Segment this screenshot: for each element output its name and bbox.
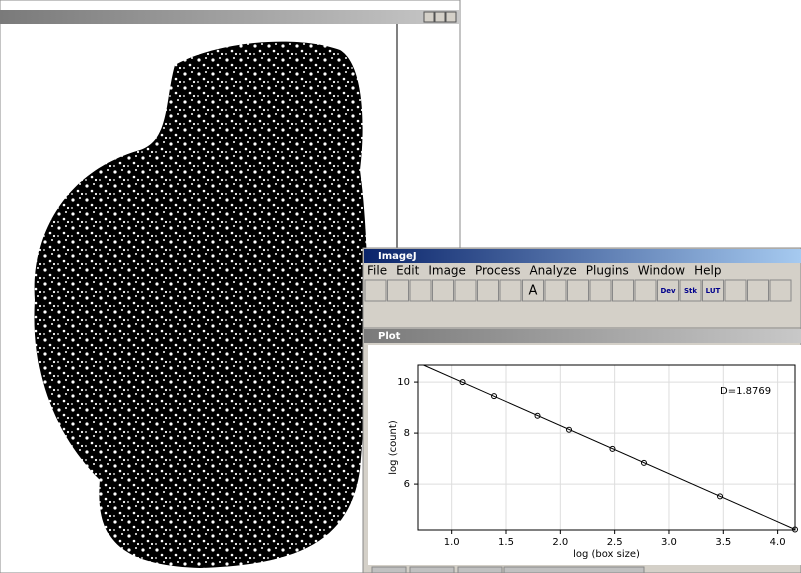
menu-item[interactable]: Process [475, 264, 521, 278]
screen: ImageJ File Edit Image Process Analyze Plugin… [0, 0, 801, 573]
tool-button[interactable] [410, 280, 431, 301]
status-tab [372, 567, 406, 573]
tool-button[interactable] [500, 280, 521, 301]
annotation: D=1.8769 [720, 386, 771, 397]
x-tick-label: 3.5 [715, 537, 731, 548]
tool-button[interactable] [568, 280, 589, 301]
y-axis-label: log (count) [388, 420, 399, 475]
menu-item[interactable]: Image [428, 264, 466, 278]
tool-button[interactable] [725, 280, 746, 301]
status-tab [458, 567, 502, 573]
window-title: Plot [378, 331, 401, 342]
window-title: ImageJ [378, 251, 417, 262]
tool-label[interactable]: LUT [706, 287, 721, 295]
tool-button[interactable] [748, 280, 769, 301]
tool-button[interactable] [545, 280, 566, 301]
plot-window: Plot 1.0 1.5 2.0 2.5 3.0 3.5 4.0 6 8 10 log (box s… [363, 328, 801, 573]
tool-label[interactable]: Stk [684, 287, 697, 295]
menu-item[interactable]: Edit [396, 264, 420, 278]
x-tick-label: 3.0 [661, 537, 677, 548]
tool-button[interactable] [365, 280, 386, 301]
imagej-window: ImageJ File Edit Image Process Analyze Plugin… [363, 248, 801, 328]
menu-item[interactable]: Window [638, 264, 686, 278]
tool-button[interactable] [433, 280, 454, 301]
x-tick-label: 2.5 [607, 537, 623, 548]
status-tab [410, 567, 454, 573]
y-tick-label: 10 [397, 377, 410, 388]
menu-item[interactable]: Plugins [586, 264, 629, 278]
menu-item[interactable]: Analyze [529, 264, 576, 278]
tool-label[interactable]: Dev [660, 287, 676, 295]
x-tick-label: 2.0 [552, 537, 568, 548]
x-tick-label: 4.0 [770, 537, 786, 548]
minimize-button[interactable] [424, 12, 434, 22]
tool-button[interactable] [635, 280, 656, 301]
status-tab [504, 567, 644, 573]
x-axis-label: log (box size) [573, 549, 640, 560]
tool-button[interactable] [590, 280, 611, 301]
tool-button[interactable] [388, 280, 409, 301]
tool-label[interactable]: A [529, 284, 538, 299]
tool-button[interactable] [455, 280, 476, 301]
menu-item[interactable]: File [367, 264, 387, 278]
y-tick-label: 6 [404, 479, 410, 490]
x-tick-label: 1.5 [498, 537, 514, 548]
menu-item[interactable]: Help [694, 264, 721, 278]
x-tick-label: 1.0 [444, 537, 460, 548]
tool-button[interactable] [770, 280, 791, 301]
close-button[interactable] [446, 12, 456, 22]
tool-button[interactable] [478, 280, 499, 301]
maximize-button[interactable] [435, 12, 445, 22]
tool-button[interactable] [613, 280, 634, 301]
y-tick-label: 8 [404, 428, 410, 439]
